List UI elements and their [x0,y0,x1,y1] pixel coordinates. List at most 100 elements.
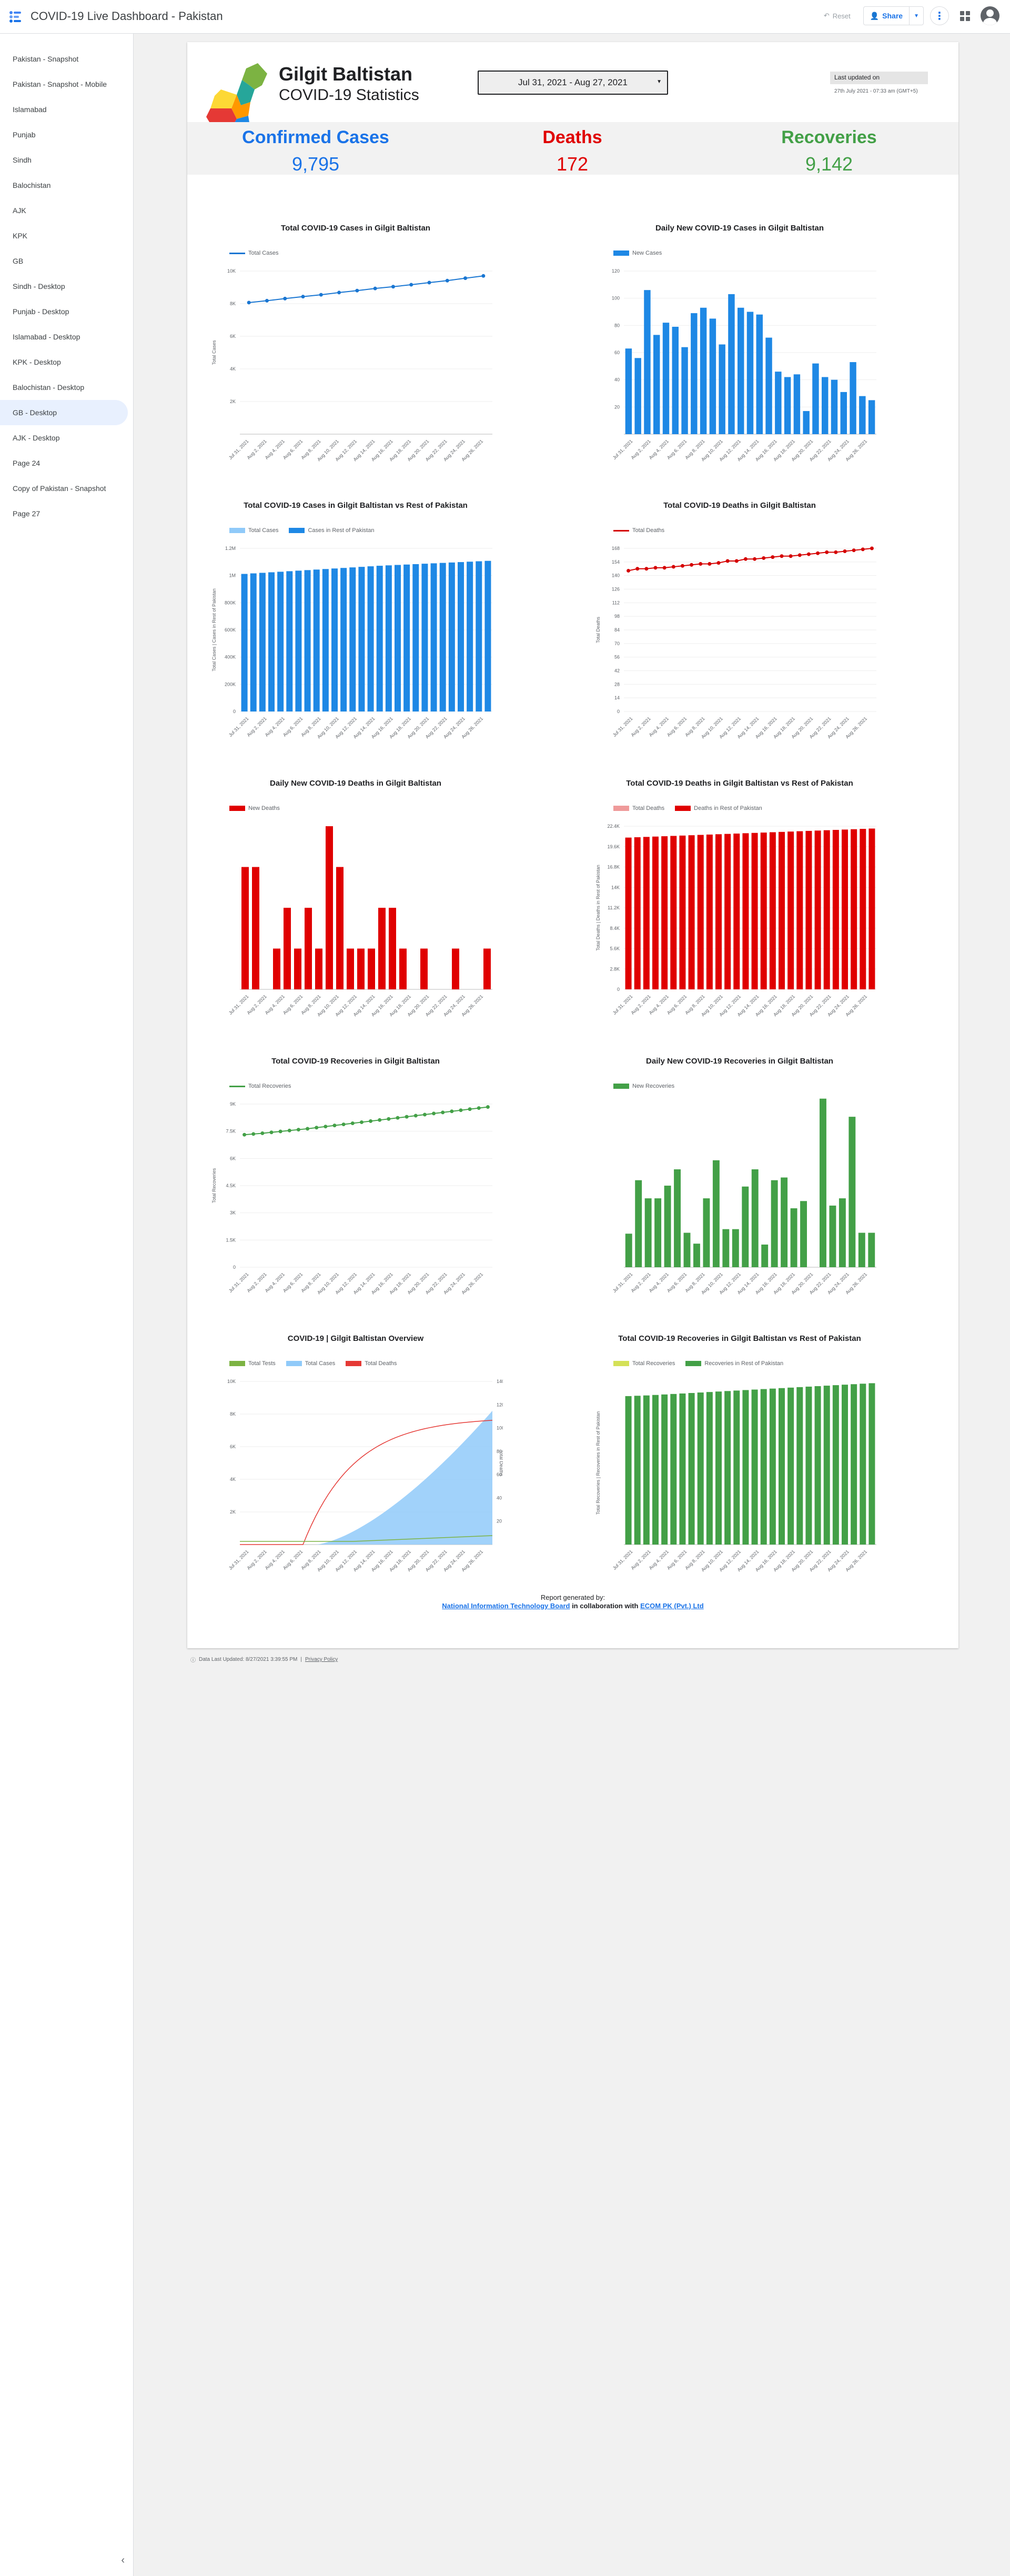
avatar[interactable] [981,6,999,25]
y-tick-label: 2K [230,1509,236,1515]
data-point [337,290,341,295]
legend-item[interactable]: Deaths in Rest of Pakistan [675,805,762,811]
chart-9[interactable]: COVID-19 | Gilgit Baltistan Overview Tota… [208,1334,503,1597]
chart-title: Daily New COVID-19 Recoveries in Gilgit … [646,1057,833,1066]
chart-title: Daily New COVID-19 Cases in Gilgit Balti… [655,224,824,233]
chart-plot: 2K 4K 6K 8K 10K 20 40 60 80 100 120 140 Total Deaths… [227,1379,503,1572]
ecom-link[interactable]: ECOM PK (Pvt.) Ltd [640,1602,704,1610]
chart-4[interactable]: Total COVID-19 Deaths in Gilgit Baltista… [592,501,887,764]
sidebar-item-punjab-desktop[interactable]: Punjab - Desktop [13,307,69,316]
legend-item[interactable]: Total Tests [229,1360,276,1367]
sidebar-item-punjab[interactable]: Punjab [13,131,36,139]
bar [467,562,473,711]
legend-item[interactable]: Total Cases [229,250,278,256]
y-tick-label: 2.8K [610,966,620,971]
sidebar-item-sindh-desktop[interactable]: Sindh - Desktop [13,282,65,290]
sidebar-item-page-27[interactable]: Page 27 [13,509,41,518]
legend-item[interactable]: New Recoveries [613,1083,674,1089]
footer-mid-text: in collaboration with [570,1602,641,1610]
legend-swatch [613,806,629,811]
data-point [251,1132,256,1136]
app-title: COVID-19 Live Dashboard - Pakistan [31,9,223,23]
chart-8[interactable]: Daily New COVID-19 Recoveries in Gilgit … [592,1057,887,1320]
bar [823,1386,830,1545]
reset-button[interactable]: ↶ Reset [817,7,857,24]
bar [805,830,812,989]
sidebar-item-page-24[interactable]: Page 24 [13,459,41,467]
bar [644,290,651,434]
bar [823,830,830,989]
legend-swatch [613,250,629,256]
y-tick-label: 60 [614,350,620,355]
legend-item[interactable]: Total Recoveries [229,1083,291,1089]
sidebar-item-islamabad-desktop[interactable]: Islamabad - Desktop [13,333,80,341]
legend-item[interactable]: Total Deaths [613,805,664,811]
bar [681,347,688,434]
sidebar-item-islamabad[interactable]: Islamabad [13,105,47,114]
y-tick-label: 84 [614,627,620,633]
sidebar-item-ajk-desktop[interactable]: AJK - Desktop [13,434,60,442]
chart-legend: Total Recoveries Recoveries in Rest of Pa… [613,1360,783,1367]
date-range-picker[interactable]: Jul 31, 2021 - Aug 27, 2021 ▼ [478,71,668,95]
bar [662,323,670,434]
sidebar-item-copy-of-pakistan-snapshot[interactable]: Copy of Pakistan - Snapshot [13,484,106,493]
legend-item[interactable]: Recoveries in Rest of Pakistan [685,1360,783,1367]
data-point [265,298,269,303]
legend-swatch [346,1361,362,1366]
sidebar-item-gb[interactable]: GB [13,257,24,265]
bar [715,1391,722,1545]
sidebar-item-kpk[interactable]: KPK [13,232,28,240]
stats-band: Confirmed Cases 9,795 Deaths 172 Recover… [187,122,958,175]
legend-item[interactable]: Total Recoveries [613,1360,675,1367]
sidebar-item-balochistan[interactable]: Balochistan [13,181,51,189]
chart-1[interactable]: Total COVID-19 Cases in Gilgit Baltistan… [208,224,503,487]
chart-plot: Total Recoveries | Recoveries in Rest of… [595,1383,876,1572]
chart-6[interactable]: Total COVID-19 Deaths in Gilgit Baltista… [592,779,887,1042]
recoveries-label: Recoveries [781,127,877,147]
sidebar-item-kpk-desktop[interactable]: KPK - Desktop [13,358,61,366]
legend-item[interactable]: Total Cases [229,527,278,534]
date-range-value: Jul 31, 2021 - Aug 27, 2021 [518,77,628,87]
bar [709,318,716,434]
data-point [459,1108,463,1112]
legend-item[interactable]: Total Deaths [613,527,664,534]
legend-swatch [685,1361,702,1366]
legend-item[interactable]: Total Cases [286,1360,335,1367]
sidebar-item-pakistan-snapshot-mobile[interactable]: Pakistan - Snapshot - Mobile [13,80,107,88]
y-tick-label: 0 [617,709,620,714]
report-canvas: Gilgit Baltistan COVID-19 Statistics Jul… [187,42,958,1648]
collapse-sidebar-icon[interactable]: ‹ [121,2554,125,2566]
sidebar-item-pakistan-snapshot[interactable]: Pakistan - Snapshot [13,55,79,63]
y2-tick-label: 20 [497,1519,502,1524]
chart-10[interactable]: Total COVID-19 Recoveries in Gilgit Balt… [592,1334,887,1597]
chevron-down-icon[interactable]: ▼ [914,13,919,19]
bar [832,829,839,989]
legend-item[interactable]: New Cases [613,250,662,256]
bar [376,566,383,711]
sidebar-item-gb-desktop[interactable]: GB - Desktop [0,400,128,425]
sidebar-item-balochistan-desktop[interactable]: Balochistan - Desktop [13,383,85,392]
bar [733,1390,740,1545]
privacy-policy-link[interactable]: Privacy Policy [305,1657,338,1662]
chart-7[interactable]: Total COVID-19 Recoveries in Gilgit Balt… [208,1057,503,1320]
nitb-link[interactable]: National Information Technology Board [442,1602,570,1610]
legend-swatch [613,1361,629,1366]
chart-3[interactable]: Total COVID-19 Cases in Gilgit Baltistan… [208,501,503,764]
legend-item[interactable]: Cases in Rest of Pakistan [289,527,374,534]
share-button[interactable]: 👤 Share ▼ [863,6,924,25]
legend-item[interactable]: New Deaths [229,805,280,811]
y2-tick-label: 120 [497,1402,503,1407]
chart-5[interactable]: Daily New COVID-19 Deaths in Gilgit Balt… [208,779,503,1042]
sidebar-item-ajk[interactable]: AJK [13,206,26,215]
chart-legend: New Recoveries [613,1083,674,1089]
chart-2[interactable]: Daily New COVID-19 Cases in Gilgit Balti… [592,224,887,487]
more-options-icon[interactable]: ⋮ [930,6,949,25]
series-line [244,1106,488,1136]
legend-item[interactable]: Total Deaths [346,1360,397,1367]
chart-legend: Total Recoveries [229,1083,291,1089]
sidebar-item-sindh[interactable]: Sindh [13,156,32,164]
data-point [699,562,703,566]
data-point [861,547,865,552]
apps-grid-icon[interactable] [955,6,974,25]
bar [340,568,347,711]
